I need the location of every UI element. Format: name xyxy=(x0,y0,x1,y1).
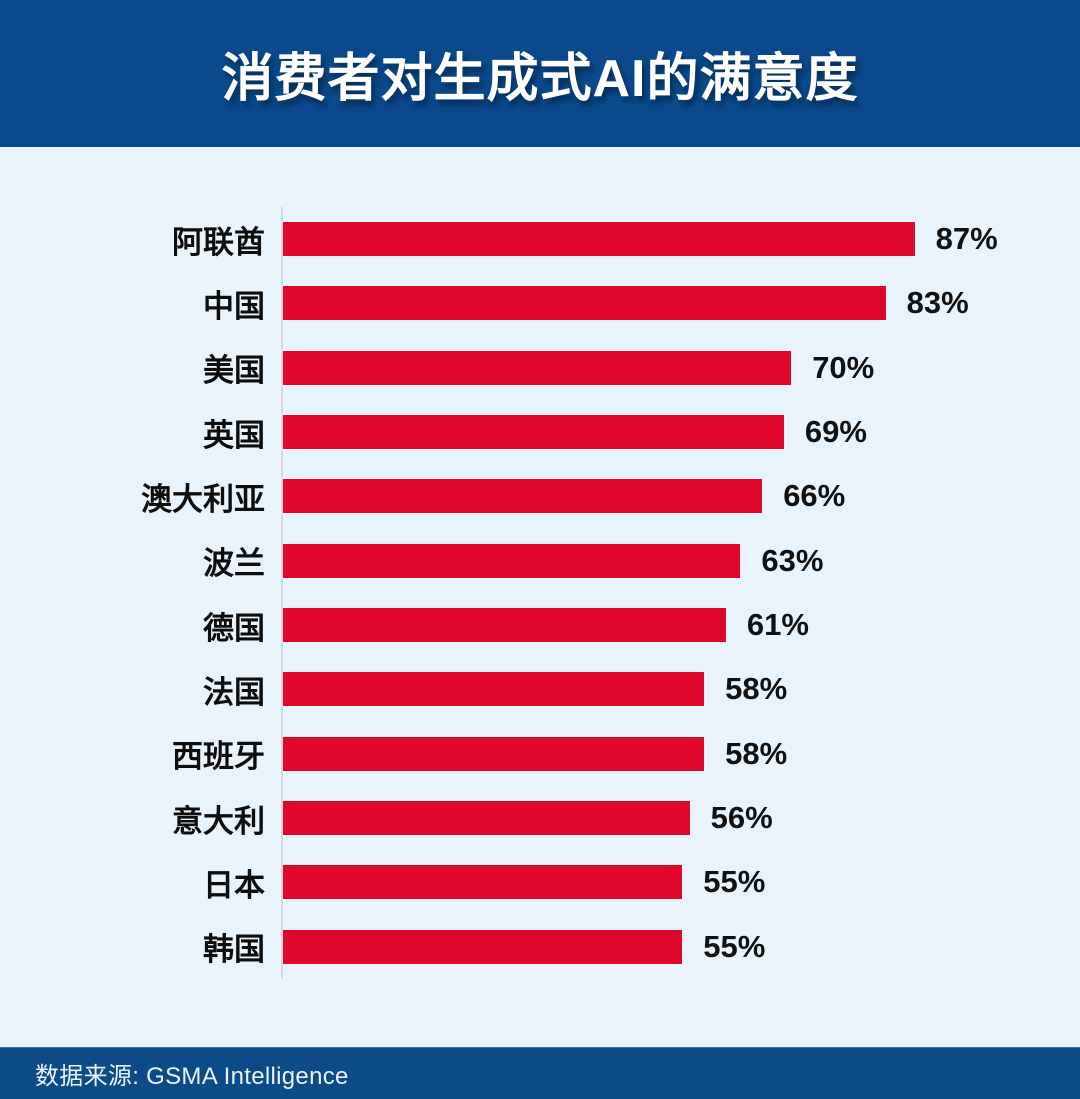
category-label: 法国 xyxy=(203,674,265,710)
value-label: 63% xyxy=(761,542,824,578)
bar xyxy=(283,801,690,836)
bar-track: 87% xyxy=(281,207,1080,272)
bar-track: 56% xyxy=(281,785,1080,851)
bar-track: 63% xyxy=(281,528,1080,593)
category-label: 美国 xyxy=(203,353,265,389)
value-label: 58% xyxy=(725,671,788,707)
chart-title: 消费者对生成式AI的满意度 xyxy=(221,50,859,108)
bar xyxy=(283,608,726,643)
bar-row: 中国 83% xyxy=(0,271,1080,336)
bar-track: 69% xyxy=(281,399,1080,465)
category-label: 韩国 xyxy=(203,932,265,968)
value-label: 69% xyxy=(804,414,867,450)
bar xyxy=(283,222,915,257)
bar-track: 83% xyxy=(281,271,1080,336)
category-label: 中国 xyxy=(203,288,265,324)
bar-chart: 阿联酋 87% 中国 83% 美国 70% 英国 69% 澳大利亚 66% xyxy=(0,207,1080,979)
value-label: 83% xyxy=(906,285,969,321)
value-label: 55% xyxy=(703,928,766,964)
value-label: 66% xyxy=(783,478,846,514)
bar-track: 58% xyxy=(281,657,1080,722)
footer: 数据来源: GSMA Intelligence xyxy=(0,1047,1080,1099)
bar-row: 法国 58% xyxy=(0,657,1080,722)
chart-area: 阿联酋 87% 中国 83% 美国 70% 英国 69% 澳大利亚 66% xyxy=(0,147,1080,1047)
value-label: 70% xyxy=(812,349,875,385)
bar-row: 阿联酋 87% xyxy=(0,207,1080,272)
category-label: 日本 xyxy=(203,867,265,903)
bar-track: 55% xyxy=(281,850,1080,915)
bar-row: 意大利 56% xyxy=(0,785,1080,851)
bar-track: 70% xyxy=(281,335,1080,400)
bar-row: 美国 70% xyxy=(0,335,1080,400)
bar xyxy=(283,543,741,578)
category-label: 阿联酋 xyxy=(172,224,265,260)
bar-row: 波兰 63% xyxy=(0,528,1080,593)
category-label: 波兰 xyxy=(203,546,265,582)
header: 消费者对生成式AI的满意度 xyxy=(0,0,1080,147)
bar-row: 澳大利亚 66% xyxy=(0,464,1080,529)
bar-row: 日本 55% xyxy=(0,850,1080,915)
value-label: 58% xyxy=(725,735,788,771)
bar xyxy=(283,736,705,771)
bar-row: 德国 61% xyxy=(0,592,1080,658)
bar-row: 英国 69% xyxy=(0,399,1080,465)
category-label: 意大利 xyxy=(172,803,265,839)
bar-track: 55% xyxy=(281,914,1080,979)
bar xyxy=(283,286,886,321)
category-label: 德国 xyxy=(203,610,265,646)
bar xyxy=(283,479,763,514)
data-source-label: 数据来源: GSMA Intelligence xyxy=(35,1063,349,1090)
bar xyxy=(283,415,784,450)
bar xyxy=(283,672,705,707)
value-label: 61% xyxy=(746,607,809,643)
category-label: 澳大利亚 xyxy=(141,481,265,517)
bar-track: 58% xyxy=(281,721,1080,786)
category-label: 英国 xyxy=(203,417,265,453)
category-label: 西班牙 xyxy=(172,739,265,775)
bar xyxy=(283,350,792,385)
value-label: 55% xyxy=(703,864,766,900)
value-label: 56% xyxy=(710,800,773,836)
bar xyxy=(283,929,683,964)
bar-track: 66% xyxy=(281,464,1080,529)
bar-track: 61% xyxy=(281,592,1080,658)
value-label: 87% xyxy=(935,221,998,257)
bar-row: 西班牙 58% xyxy=(0,721,1080,786)
bar-row: 韩国 55% xyxy=(0,914,1080,979)
bar xyxy=(283,865,683,900)
